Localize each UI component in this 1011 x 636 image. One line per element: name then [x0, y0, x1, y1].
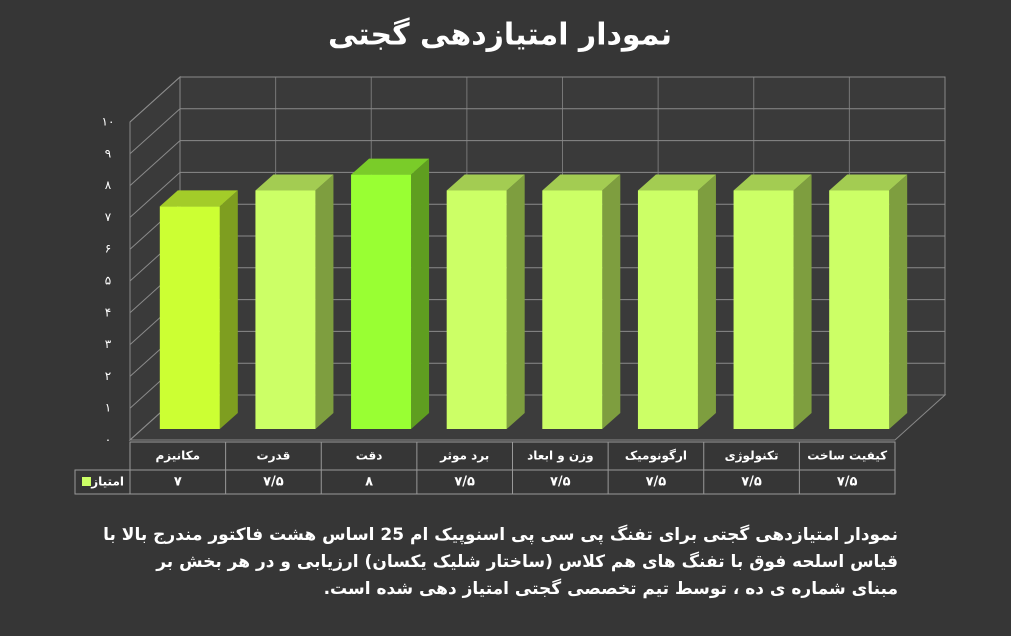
bar-top	[542, 174, 621, 191]
bar-side	[697, 174, 716, 429]
y-tick-label: ۹	[105, 146, 111, 160]
bar-side	[506, 174, 525, 429]
bar-top	[733, 174, 812, 191]
bar	[351, 174, 412, 429]
value-label: ۷/۵	[454, 475, 475, 490]
bar-top	[637, 174, 716, 191]
x-tick-label: کیفیت ساخت	[807, 449, 887, 463]
bar-top	[159, 190, 238, 207]
bar-side	[219, 190, 238, 429]
value-label: ۷/۵	[550, 475, 571, 490]
bar	[446, 190, 507, 429]
bar-side	[889, 174, 908, 429]
x-tick-label: ارگونومیک	[625, 449, 687, 464]
y-tick-label: ۵	[105, 274, 111, 288]
y-tick-label: ۲	[105, 369, 111, 383]
bar	[159, 206, 220, 429]
value-label: ۷/۵	[263, 475, 284, 490]
y-tick-label: ۴	[105, 305, 111, 319]
value-label: ۷	[174, 475, 182, 490]
x-tick-label: وزن و ابعاد	[527, 449, 593, 464]
bar-top	[255, 174, 334, 191]
caption-line: نمودار امتیازدهی گجتی برای تفنگ پی سی پی…	[103, 524, 898, 545]
chart-title: نمودار امتیازدهی گجتی	[328, 17, 672, 53]
bar	[637, 190, 698, 429]
x-tick-label: تکنولوژی	[725, 449, 779, 464]
grid-line	[129, 108, 945, 155]
bar	[733, 190, 794, 429]
bar	[542, 190, 603, 429]
legend-cell	[74, 469, 131, 495]
x-tick-label: مکانیزم	[156, 449, 201, 464]
bar-top	[829, 174, 908, 191]
y-tick-label: ۸	[105, 178, 112, 192]
bar	[829, 190, 890, 429]
legend-label: امتیاز	[90, 475, 124, 489]
value-label: ۷/۵	[646, 475, 667, 490]
y-tick-label: ۳	[105, 337, 112, 351]
value-label: ۷/۵	[837, 475, 858, 490]
y-tick-label: ۶	[105, 242, 111, 256]
y-tick-label: ۱	[105, 401, 111, 415]
bar-side	[411, 158, 430, 429]
caption-line: قیاس اسلحه فوق با تفنگ های هم کلاس (ساخت…	[155, 551, 898, 572]
bar	[255, 190, 316, 429]
caption-line: مبنای شماره ی ده ، توسط تیم تخصصی گجتی ا…	[324, 578, 898, 599]
grid-line	[129, 76, 945, 123]
bar-top	[446, 174, 525, 191]
grid-line	[129, 140, 945, 186]
y-tick-label: ۱۰	[102, 115, 115, 129]
grid-line	[129, 171, 945, 218]
value-label: ۷/۵	[741, 475, 762, 490]
x-tick-label: قدرت	[257, 449, 291, 463]
bar-top	[351, 158, 430, 175]
bar-side	[315, 174, 334, 429]
y-tick-label: ۰	[105, 433, 111, 447]
bar-side	[793, 174, 812, 429]
x-tick-label: دقت	[356, 449, 383, 463]
bar-side	[602, 174, 621, 429]
value-label: ۸	[365, 475, 373, 490]
floor	[128, 394, 947, 441]
y-tick-label: ۷	[105, 210, 112, 224]
x-tick-label: برد موثر	[439, 449, 489, 464]
legend-marker	[82, 477, 91, 486]
